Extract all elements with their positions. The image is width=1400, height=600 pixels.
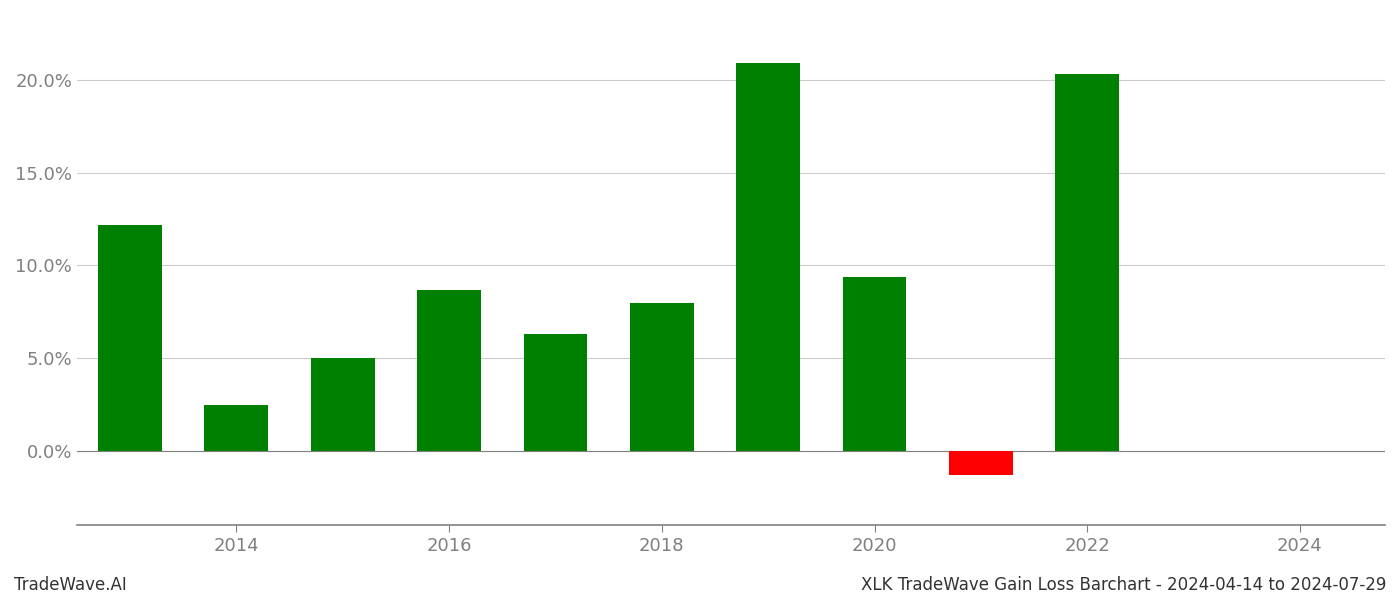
Bar xyxy=(311,358,375,451)
Bar xyxy=(630,302,694,451)
Text: XLK TradeWave Gain Loss Barchart - 2024-04-14 to 2024-07-29: XLK TradeWave Gain Loss Barchart - 2024-… xyxy=(861,576,1386,594)
Bar xyxy=(204,404,269,451)
Bar xyxy=(417,290,482,451)
Bar xyxy=(98,224,162,451)
Bar xyxy=(949,451,1012,475)
Bar xyxy=(736,63,799,451)
Bar xyxy=(843,277,906,451)
Bar xyxy=(1056,74,1119,451)
Bar xyxy=(524,334,588,451)
Text: TradeWave.AI: TradeWave.AI xyxy=(14,576,127,594)
